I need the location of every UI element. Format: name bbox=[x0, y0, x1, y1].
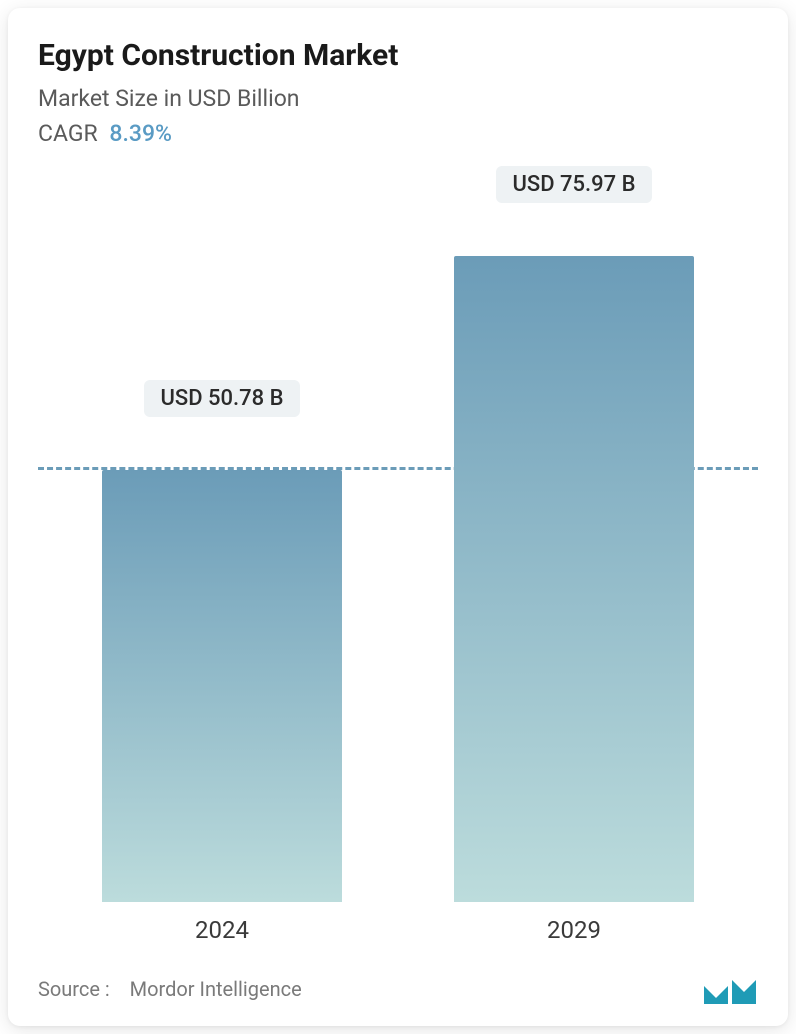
bar-value-pill: USD 75.97 B bbox=[496, 166, 651, 203]
bar-group: USD 50.78 B USD 75.97 B bbox=[38, 177, 758, 902]
bar-slot: USD 50.78 B bbox=[72, 177, 372, 902]
chart-card: Egypt Construction Market Market Size in… bbox=[8, 8, 788, 1026]
cagr-label: CAGR bbox=[38, 120, 98, 147]
cagr-value: 8.39% bbox=[109, 120, 172, 147]
chart-title: Egypt Construction Market bbox=[38, 38, 758, 73]
chart-footer: Source : Mordor Intelligence bbox=[38, 944, 758, 1006]
bar-value-label: USD 50.78 B bbox=[144, 380, 299, 425]
chart-plot-area: USD 50.78 B USD 75.97 B bbox=[38, 177, 758, 902]
bar bbox=[454, 256, 694, 902]
x-axis-label: 2029 bbox=[424, 916, 724, 944]
x-axis-labels: 2024 2029 bbox=[38, 902, 758, 944]
source-prefix: Source : bbox=[38, 977, 110, 1001]
bar-slot: USD 75.97 B bbox=[424, 177, 724, 902]
source-name: Mordor Intelligence bbox=[130, 977, 302, 1001]
source-attribution: Source : Mordor Intelligence bbox=[38, 977, 302, 1001]
x-axis-label: 2024 bbox=[72, 916, 372, 944]
bar-value-pill: USD 50.78 B bbox=[144, 380, 299, 417]
cagr-row: CAGR 8.39% bbox=[38, 120, 758, 147]
chart-subtitle: Market Size in USD Billion bbox=[38, 85, 758, 112]
bar bbox=[102, 470, 342, 902]
brand-logo-icon bbox=[702, 972, 758, 1006]
bar-value-label: USD 75.97 B bbox=[496, 166, 651, 211]
